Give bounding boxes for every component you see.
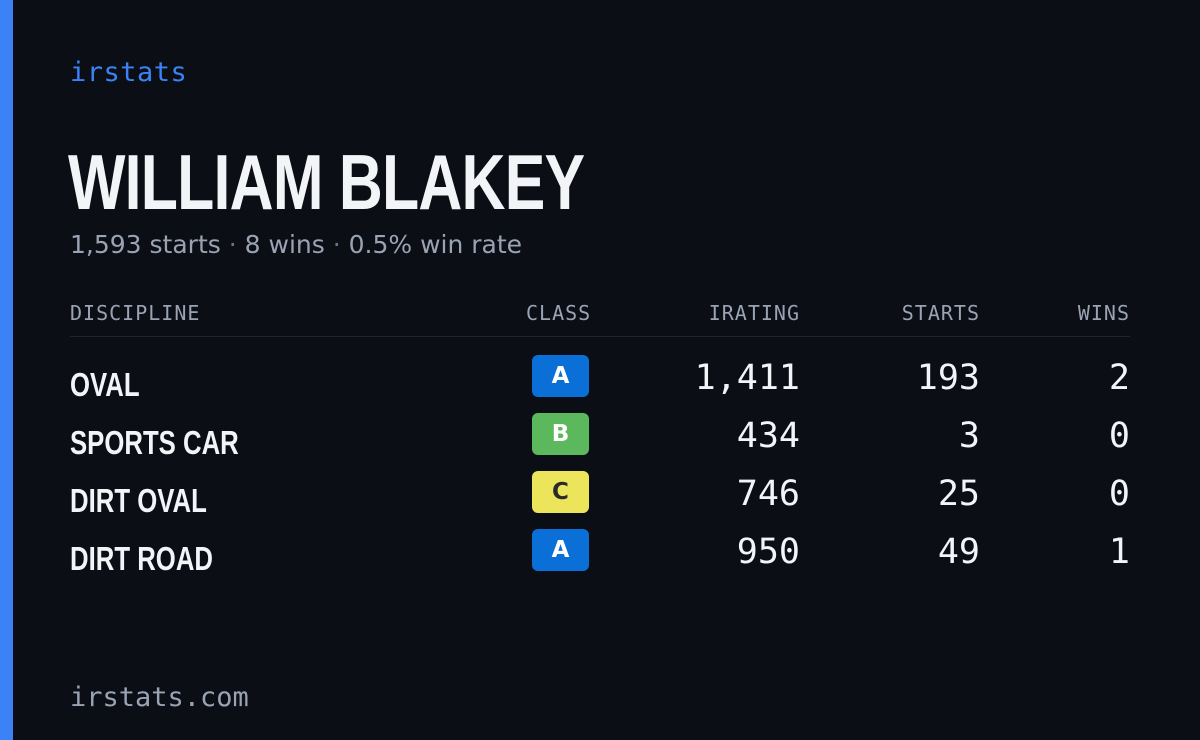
header-class: CLASS bbox=[526, 301, 592, 325]
summary-win-rate: 0.5% win rate bbox=[348, 230, 523, 259]
table-body: OVAL A 1,411 193 2 SPORTS CAR B 434 3 0 … bbox=[70, 337, 1130, 587]
irating-value: 434 bbox=[736, 416, 800, 456]
player-name: WILLIAM BLAKEY bbox=[68, 138, 585, 226]
summary-separator: · bbox=[228, 230, 237, 259]
class-badge: A bbox=[532, 355, 589, 397]
starts-value: 25 bbox=[937, 474, 980, 514]
header-irating: IRATING bbox=[708, 301, 800, 325]
summary-starts: 1,593 starts bbox=[70, 230, 221, 259]
wins-value: 2 bbox=[1108, 358, 1130, 398]
brand-logo-text: irstats bbox=[70, 57, 188, 88]
table-row: DIRT OVAL C 746 25 0 bbox=[70, 471, 1130, 529]
class-badge: C bbox=[532, 471, 589, 513]
table-row: OVAL A 1,411 193 2 bbox=[70, 355, 1130, 413]
wins-value: 0 bbox=[1108, 416, 1130, 456]
discipline-name: SPORTS CAR bbox=[70, 424, 239, 461]
class-badge: A bbox=[532, 529, 589, 571]
irating-value: 1,411 bbox=[694, 358, 800, 398]
irating-value: 950 bbox=[736, 532, 800, 572]
starts-value: 49 bbox=[937, 532, 980, 572]
discipline-stats-table: DISCIPLINE CLASS IRATING STARTS WINS OVA… bbox=[70, 296, 1130, 587]
class-badge: B bbox=[532, 413, 589, 455]
starts-value: 193 bbox=[916, 358, 980, 398]
header-starts: STARTS bbox=[901, 301, 980, 325]
discipline-name: OVAL bbox=[70, 366, 140, 403]
discipline-name: DIRT ROAD bbox=[70, 540, 213, 577]
header-discipline: DISCIPLINE bbox=[70, 301, 201, 325]
header-wins: WINS bbox=[1077, 301, 1130, 325]
irating-value: 746 bbox=[736, 474, 800, 514]
starts-value: 3 bbox=[958, 416, 980, 456]
table-row: DIRT ROAD A 950 49 1 bbox=[70, 529, 1130, 587]
career-summary: 1,593 starts · 8 wins · 0.5% win rate bbox=[70, 229, 522, 261]
wins-value: 1 bbox=[1108, 532, 1130, 572]
discipline-name: DIRT OVAL bbox=[70, 482, 207, 519]
footer-site-url: irstats.com bbox=[70, 682, 249, 713]
summary-wins: 8 wins bbox=[244, 230, 325, 259]
accent-bar bbox=[0, 0, 13, 740]
summary-separator: · bbox=[332, 230, 341, 259]
table-row: SPORTS CAR B 434 3 0 bbox=[70, 413, 1130, 471]
table-header: DISCIPLINE CLASS IRATING STARTS WINS bbox=[70, 296, 1130, 337]
wins-value: 0 bbox=[1108, 474, 1130, 514]
